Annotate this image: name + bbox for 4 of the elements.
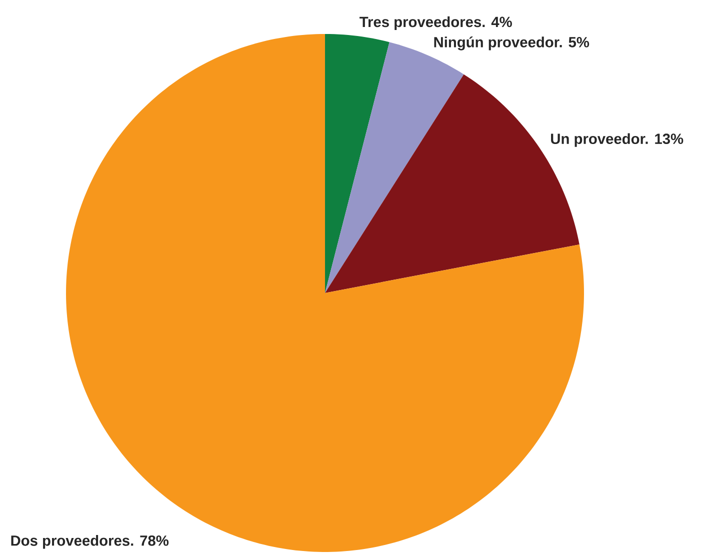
slice-label: Dos proveedores. 78% [11, 535, 169, 549]
slice-label: Un proveedor. 13% [551, 133, 684, 147]
slice-label: Ningún proveedor. 5% [434, 36, 590, 50]
slice-label: Tres proveedores. 4% [360, 16, 512, 30]
